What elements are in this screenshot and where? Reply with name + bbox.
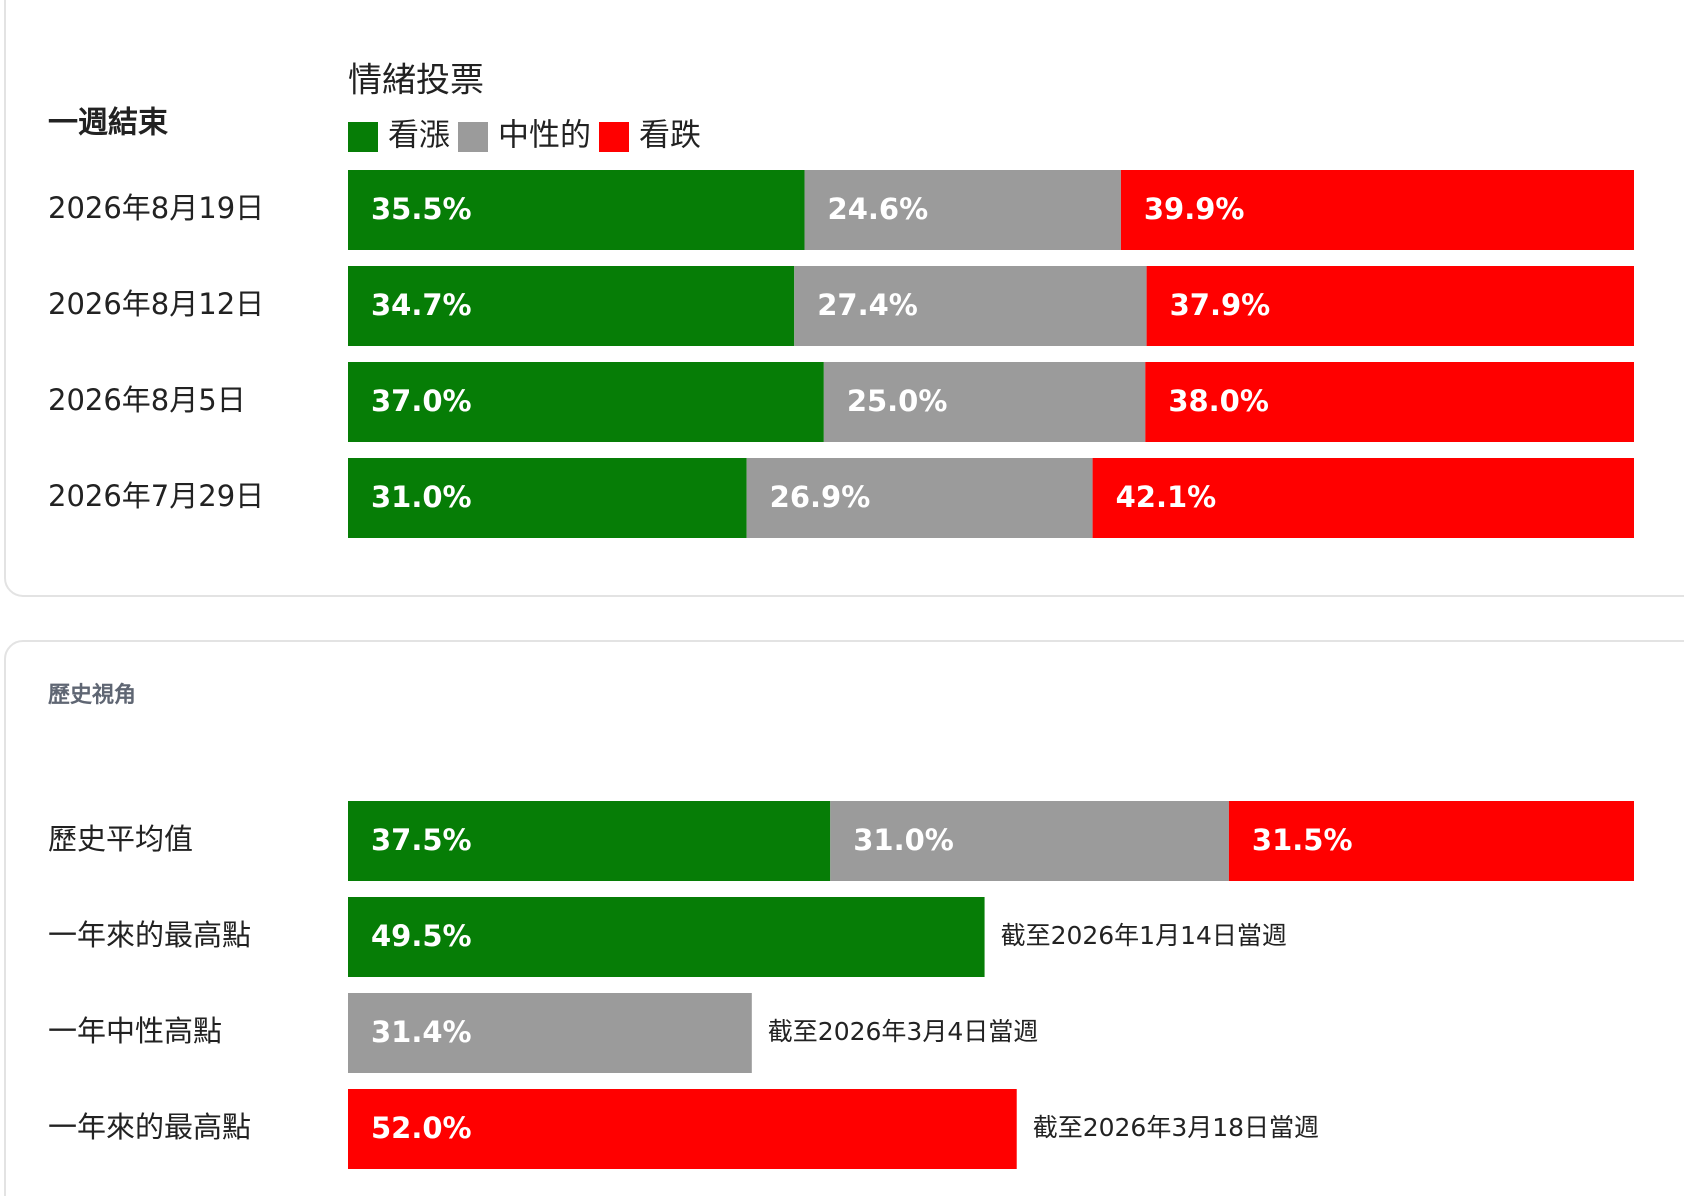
value-label: 49.5%	[371, 919, 472, 953]
value-label: 31.0%	[853, 823, 954, 857]
legend-label: 看跌	[639, 118, 701, 154]
value-label: 34.7%	[371, 288, 472, 322]
row-label: 2026年8月5日	[48, 383, 246, 417]
value-label: 37.9%	[1170, 288, 1271, 322]
bar-segment	[823, 362, 1146, 442]
legend-swatch	[348, 122, 378, 152]
legend-label: 中性的	[498, 118, 591, 154]
row-label: 2026年8月19日	[48, 191, 264, 225]
value-label: 37.0%	[371, 384, 472, 418]
bar-segment	[1146, 266, 1634, 346]
annotation: 截至2026年3月4日當週	[768, 1017, 1038, 1046]
legend-swatch	[599, 122, 629, 152]
row-label: 一年來的最高點	[48, 1110, 251, 1144]
bar-segment	[1145, 362, 1634, 442]
bar-segment	[1092, 458, 1634, 538]
bar-segment	[348, 170, 805, 250]
value-label: 35.5%	[371, 192, 472, 226]
bar-segment	[794, 266, 1147, 346]
bar-segment	[348, 1089, 1017, 1169]
bar-segment	[348, 362, 824, 442]
bar-segment	[348, 458, 747, 538]
bar-segment	[746, 458, 1093, 538]
row-label: 歷史平均值	[48, 822, 193, 856]
bar-segment	[1228, 801, 1634, 881]
value-label: 25.0%	[847, 384, 948, 418]
bar-segment	[1120, 170, 1634, 250]
value-label: 26.9%	[770, 480, 871, 514]
value-label: 31.5%	[1252, 823, 1353, 857]
value-label: 42.1%	[1116, 480, 1217, 514]
chart-title: 情緒投票	[348, 61, 484, 101]
bar-segment	[348, 993, 752, 1073]
bar-segment	[804, 170, 1121, 250]
value-label: 24.6%	[828, 192, 929, 226]
row-label: 一年來的最高點	[48, 918, 251, 952]
annotation: 截至2026年3月18日當週	[1033, 1113, 1319, 1142]
bar-segment	[348, 897, 985, 977]
annotation: 截至2026年1月14日當週	[1001, 921, 1287, 950]
column-header: 一週結束	[48, 106, 168, 141]
chart-title: 歷史視角	[48, 682, 136, 708]
value-label: 31.0%	[371, 480, 472, 514]
legend-swatch	[458, 122, 488, 152]
row-label: 2026年7月29日	[48, 479, 264, 513]
row-label: 一年中性高點	[48, 1014, 222, 1048]
bar-segment	[348, 266, 795, 346]
value-label: 31.4%	[371, 1015, 472, 1049]
row-label: 2026年8月12日	[48, 287, 264, 321]
value-label: 39.9%	[1144, 192, 1245, 226]
value-label: 27.4%	[817, 288, 918, 322]
legend-label: 看漲	[388, 118, 450, 154]
bar-segment	[348, 801, 831, 881]
value-label: 37.5%	[371, 823, 472, 857]
value-label: 38.0%	[1168, 384, 1269, 418]
value-label: 52.0%	[371, 1111, 472, 1145]
bar-segment	[830, 801, 1229, 881]
